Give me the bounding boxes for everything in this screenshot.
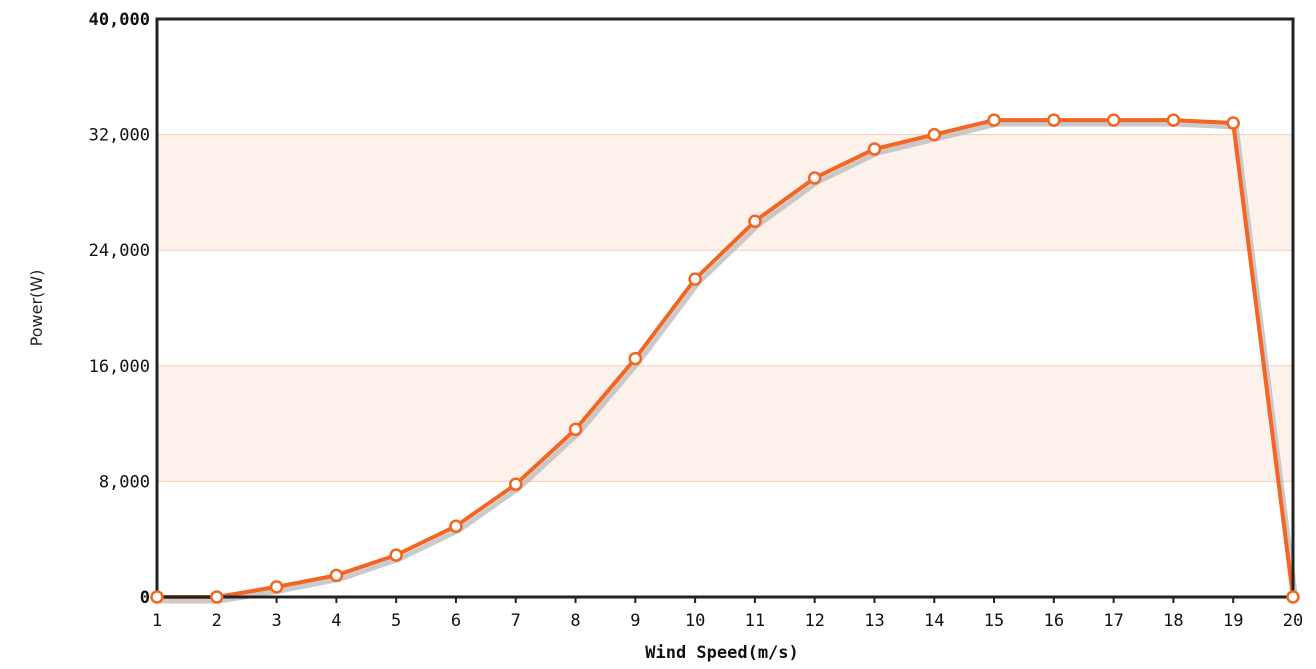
x-tick-label: 20 bbox=[1283, 611, 1303, 631]
x-tick-label: 18 bbox=[1163, 611, 1183, 631]
data-point bbox=[269, 580, 284, 594]
x-tick-label: 14 bbox=[924, 611, 944, 631]
x-tick-label: 4 bbox=[331, 611, 341, 631]
x-tick-label: 15 bbox=[984, 611, 1004, 631]
x-axis-ticks: 1 2 3 4 5 6 7 8 9 10 11 12 13 14 15 16 17 18 19 20 bbox=[152, 597, 1303, 631]
x-tick-label: 12 bbox=[804, 611, 824, 631]
x-tick-label: 8 bbox=[570, 611, 580, 631]
y-tick-label: 40,000 bbox=[89, 10, 150, 30]
data-point bbox=[927, 127, 942, 142]
y-tick-label: 24,000 bbox=[89, 241, 150, 261]
background-bands bbox=[157, 134, 1293, 482]
data-points bbox=[150, 113, 1300, 604]
y-tick-label: 8,000 bbox=[99, 472, 150, 492]
data-point bbox=[150, 590, 164, 604]
plot-frame bbox=[155, 17, 1295, 599]
x-tick-label: 5 bbox=[391, 611, 401, 631]
data-point bbox=[508, 477, 523, 492]
data-point bbox=[987, 113, 1001, 127]
x-tick-label: 10 bbox=[685, 611, 705, 631]
data-point bbox=[867, 142, 882, 156]
x-tick-label: 7 bbox=[511, 611, 521, 631]
series-line bbox=[157, 118, 1295, 599]
background-band bbox=[157, 365, 1293, 482]
data-point bbox=[329, 568, 344, 583]
y-tick-label: 32,000 bbox=[89, 126, 150, 146]
data-point bbox=[688, 272, 702, 286]
x-tick-label: 6 bbox=[451, 611, 461, 631]
x-tick-label: 13 bbox=[864, 611, 884, 631]
data-point bbox=[568, 422, 583, 437]
data-point bbox=[807, 171, 822, 185]
y-tick-label: 0 bbox=[140, 588, 150, 608]
data-point bbox=[1166, 113, 1181, 127]
x-tick-label: 19 bbox=[1223, 611, 1243, 631]
data-point bbox=[449, 519, 463, 533]
x-tick-label: 17 bbox=[1103, 611, 1123, 631]
data-point bbox=[1106, 113, 1121, 127]
data-point bbox=[210, 590, 224, 604]
data-point bbox=[748, 214, 762, 229]
plot-border bbox=[155, 17, 1295, 599]
data-point bbox=[628, 351, 643, 366]
x-tick-label: 11 bbox=[745, 611, 765, 631]
data-point bbox=[1226, 116, 1240, 130]
data-point bbox=[1047, 113, 1061, 127]
x-tick-label: 1 bbox=[152, 611, 162, 631]
data-point bbox=[389, 548, 403, 562]
series-line-shadow bbox=[160, 121, 1299, 604]
data-point bbox=[1286, 590, 1300, 604]
series-shadow bbox=[160, 121, 1299, 604]
x-tick-label: 3 bbox=[271, 611, 281, 631]
x-tick-label: 9 bbox=[630, 611, 640, 631]
series-line-group bbox=[157, 118, 1295, 599]
x-tick-label: 16 bbox=[1044, 611, 1064, 631]
y-axis-title: Power(W) bbox=[27, 270, 46, 347]
background-band bbox=[157, 134, 1293, 251]
x-tick-label: 2 bbox=[212, 611, 222, 631]
x-axis-title: Wind Speed(m/s) bbox=[645, 643, 799, 663]
y-tick-label: 16,000 bbox=[89, 357, 150, 377]
y-axis-ticks: 0 8,000 16,000 24,000 32,000 40,000 bbox=[89, 10, 150, 608]
